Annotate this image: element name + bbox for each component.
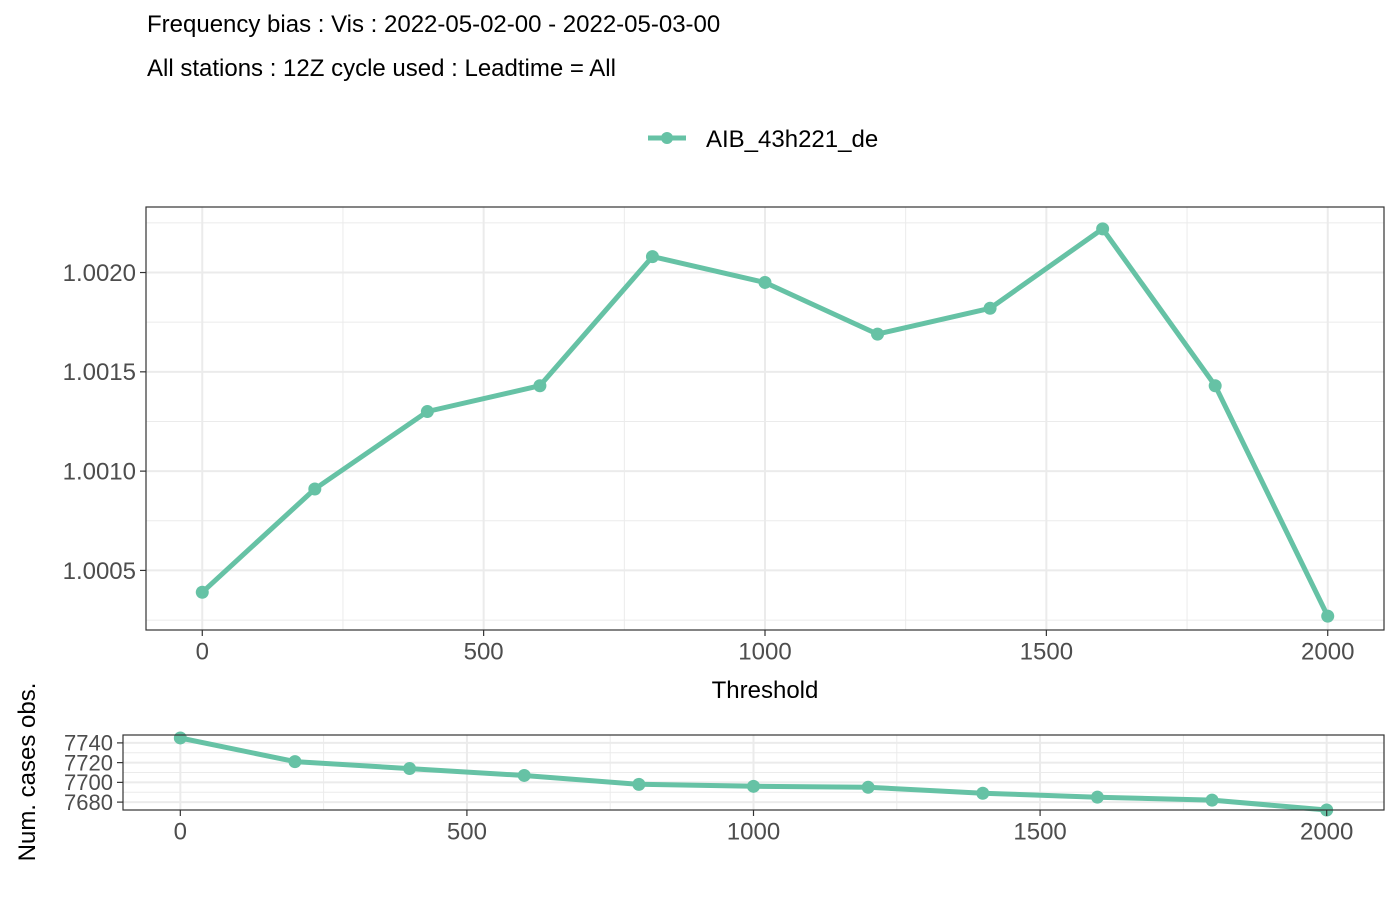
- x-tick-label: 500: [464, 639, 504, 666]
- x-tick-label: 0: [174, 819, 187, 846]
- x-tick-label: 1000: [727, 819, 780, 846]
- cases-y-axis-label: Num. cases obs.: [14, 683, 41, 862]
- data-point: [1208, 379, 1222, 393]
- legend: AIB_43h221_de: [648, 126, 878, 153]
- data-point: [517, 768, 531, 782]
- data-point: [976, 786, 990, 800]
- cases-series-group: [173, 731, 1334, 817]
- y-tick-label: 7720: [64, 750, 113, 775]
- data-point: [403, 762, 417, 776]
- x-tick-label: 2000: [1300, 819, 1353, 846]
- chart-title: Frequency bias : Vis : 2022-05-02-00 - 2…: [147, 11, 721, 38]
- main-series-group: [195, 222, 1335, 623]
- x-axis-label: Threshold: [712, 677, 819, 704]
- legend-key-point: [661, 132, 673, 144]
- data-point: [533, 379, 547, 393]
- data-point: [861, 780, 875, 794]
- data-point: [747, 779, 760, 793]
- y-tick-label: 1.0005: [63, 558, 136, 585]
- data-point: [1321, 609, 1335, 623]
- legend-label: AIB_43h221_de: [706, 126, 878, 153]
- main-x-axis: 0 500 1000 1500 2000: [196, 630, 1354, 666]
- main-plot-panel: 0 500 1000 1500 2000 1.0005 1.0010 1.0015 1.002…: [63, 206, 1385, 704]
- cases-x-axis: 0 500 1000 1500 2000: [174, 810, 1353, 846]
- main-gridlines: [146, 207, 1384, 630]
- x-tick-label: 500: [447, 819, 487, 846]
- x-tick-label: 1000: [738, 639, 791, 666]
- data-point: [632, 777, 646, 791]
- data-point: [173, 731, 187, 745]
- x-tick-label: 1500: [1013, 819, 1066, 846]
- chart-subtitle: All stations : 12Z cycle used : Leadtime…: [147, 55, 616, 82]
- main-y-axis: 1.0005 1.0010 1.0015 1.0020: [63, 260, 146, 585]
- y-tick-label: 1.0015: [63, 359, 136, 386]
- x-tick-label: 0: [196, 639, 209, 666]
- x-tick-label: 2000: [1301, 639, 1354, 666]
- data-point: [420, 405, 434, 419]
- y-tick-label: 1.0020: [63, 260, 136, 287]
- x-tick-label: 1500: [1020, 639, 1073, 666]
- data-point: [288, 755, 302, 769]
- data-point: [308, 482, 322, 496]
- data-point: [983, 301, 997, 315]
- y-tick-label: 7740: [64, 731, 113, 756]
- data-point: [1205, 793, 1219, 807]
- data-point: [871, 327, 885, 341]
- data-point: [645, 250, 659, 264]
- data-point: [195, 585, 209, 599]
- data-point: [758, 275, 772, 289]
- data-point: [1096, 222, 1110, 236]
- y-tick-label: 7700: [64, 770, 113, 795]
- y-tick-label: 7680: [64, 790, 113, 815]
- y-tick-label: 1.0010: [63, 459, 136, 486]
- data-point: [1090, 790, 1104, 804]
